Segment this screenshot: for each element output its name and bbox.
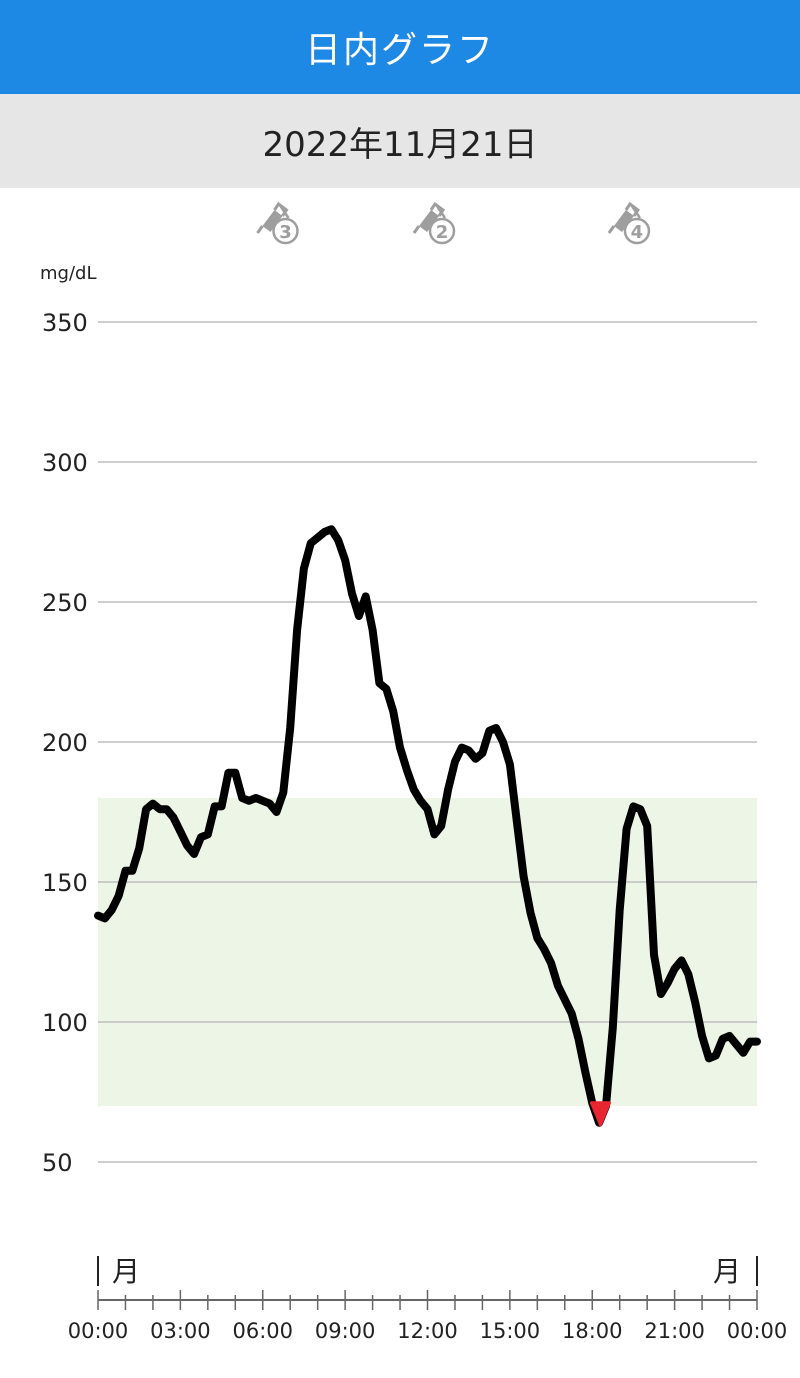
pen-body bbox=[418, 210, 439, 232]
x-tick-label: 21:00 bbox=[644, 1319, 705, 1343]
y-tick-label: 150 bbox=[42, 869, 88, 897]
insulin-pen-icon: 2 bbox=[412, 201, 456, 245]
units-badge bbox=[428, 217, 456, 245]
pen-body bbox=[262, 210, 283, 232]
insulin-units-label: 3 bbox=[279, 222, 292, 243]
y-tick-label: 250 bbox=[42, 589, 88, 617]
x-tick-label: 00:00 bbox=[68, 1319, 129, 1343]
y-tick-label: 50 bbox=[42, 1149, 73, 1177]
date-bar[interactable]: 2022年11月21日 bbox=[0, 94, 800, 188]
x-tick-label: 18:00 bbox=[562, 1319, 623, 1343]
insulin-units-label: 4 bbox=[631, 222, 644, 243]
app-header: 日内グラフ bbox=[0, 0, 800, 94]
pen-needle bbox=[412, 225, 421, 234]
y-axis-unit-label: mg/dL bbox=[40, 263, 96, 284]
page-title: 日内グラフ bbox=[304, 30, 495, 71]
pen-needle bbox=[607, 225, 616, 234]
low-glucose-marker bbox=[589, 1101, 611, 1127]
x-tick-label: 12:00 bbox=[397, 1319, 458, 1343]
glucose-series-line bbox=[94, 525, 761, 1127]
pen-plunger bbox=[630, 205, 641, 219]
insulin-pen-icon: 3 bbox=[256, 201, 299, 245]
units-badge bbox=[623, 217, 651, 245]
y-tick-label: 350 bbox=[42, 309, 88, 337]
insulin-pen-icon: 4 bbox=[607, 201, 651, 245]
pen-plunger bbox=[279, 205, 290, 219]
units-badge bbox=[272, 217, 299, 245]
y-tick-label: 100 bbox=[42, 1009, 88, 1037]
glucose-chart: 50 100 150 200 250 300 350 mg/dL 3 2 4 月 月 00:00 03:00… bbox=[40, 201, 788, 1343]
y-tick-label: 200 bbox=[42, 729, 88, 757]
day-start-label: 月 bbox=[112, 1255, 140, 1288]
insulin-units-label: 2 bbox=[436, 222, 449, 243]
day-end-label: 月 bbox=[713, 1255, 741, 1288]
date-label: 2022年11月21日 bbox=[262, 124, 538, 165]
pen-body bbox=[613, 210, 634, 232]
x-tick-label: 09:00 bbox=[315, 1319, 376, 1343]
x-tick-label: 15:00 bbox=[480, 1319, 541, 1343]
x-tick-label: 06:00 bbox=[232, 1319, 293, 1343]
pen-plunger bbox=[435, 205, 447, 219]
x-tick-label: 03:00 bbox=[150, 1319, 211, 1343]
y-tick-label: 300 bbox=[42, 449, 88, 477]
x-tick-label: 00:00 bbox=[727, 1319, 788, 1343]
pen-needle bbox=[256, 225, 264, 234]
